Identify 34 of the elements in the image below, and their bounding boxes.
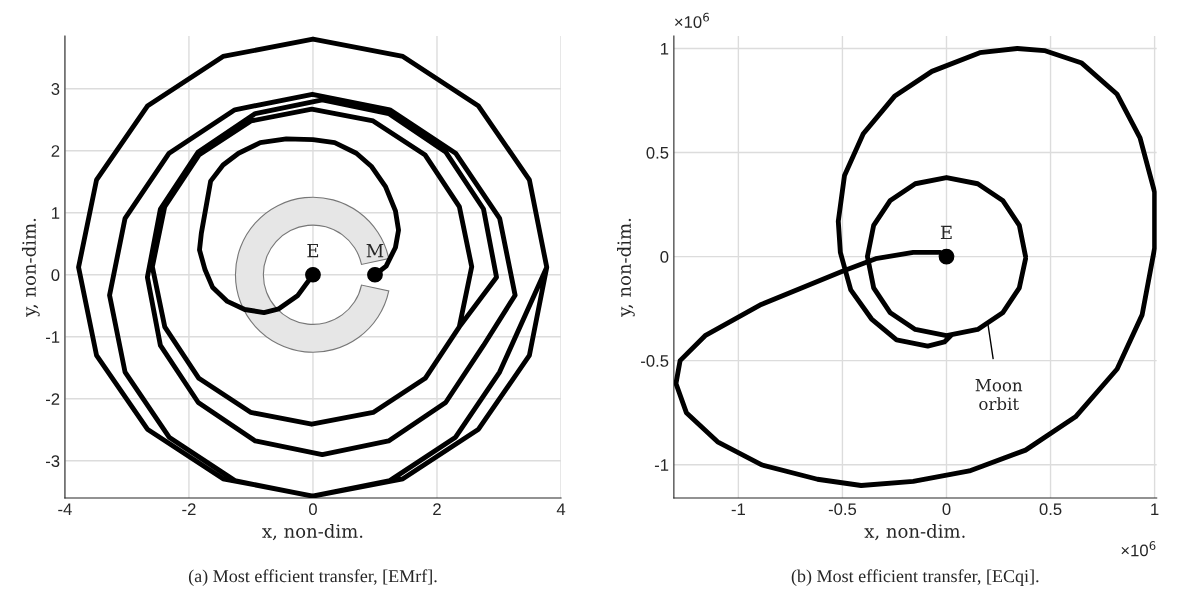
y-tick-label: 1 [52,207,60,219]
y-tick-label: -1 [45,331,60,343]
y-tick-label: 0.5 [646,146,669,159]
y-tick-label: 2 [51,145,60,157]
y-tick-label: -3 [45,455,60,467]
text: (b) Most efficient transfer, [ECqi]. [791,569,1039,586]
text: ×10$^{6}$ [1121,541,1156,557]
x-tick-label: -2 [182,503,196,515]
y-tick-label: -2 [45,393,60,405]
x-tick-label: -0.5 [828,503,857,516]
x-axis-title: x, non-dim. [262,523,363,541]
x-axis-title: x, non-dim. [864,523,965,541]
x-tick-label: -4 [58,503,72,515]
y-tick-label: 0 [660,251,669,263]
y-axis-title: y, non-dim. [21,218,40,317]
annotation: E [307,243,319,258]
y-axis-title: y, non-dim. [617,218,635,317]
x-tick-label: 0 [942,503,951,516]
annotation: M [366,243,384,258]
text: ×10$^{6}$ [675,12,709,28]
text: (a) Most efficient transfer, [EMrf]. [188,569,437,586]
x-tick-label: 0 [308,503,317,516]
y-tick-label: 1 [661,43,669,55]
x-tick-label: 4 [556,503,566,515]
y-tick-label: 0 [51,269,60,281]
annotation: Moon orbit [975,379,1023,411]
x-tick-label: 0.5 [1039,503,1062,516]
y-tick-label: 3 [51,83,60,95]
x-tick-label: -1 [731,503,745,515]
y-tick-label: -1 [654,459,669,471]
annotation: E [940,225,952,239]
x-tick-label: 2 [433,503,441,515]
x-tick-label: 1 [1151,503,1159,515]
y-tick-label: -0.5 [641,355,669,367]
